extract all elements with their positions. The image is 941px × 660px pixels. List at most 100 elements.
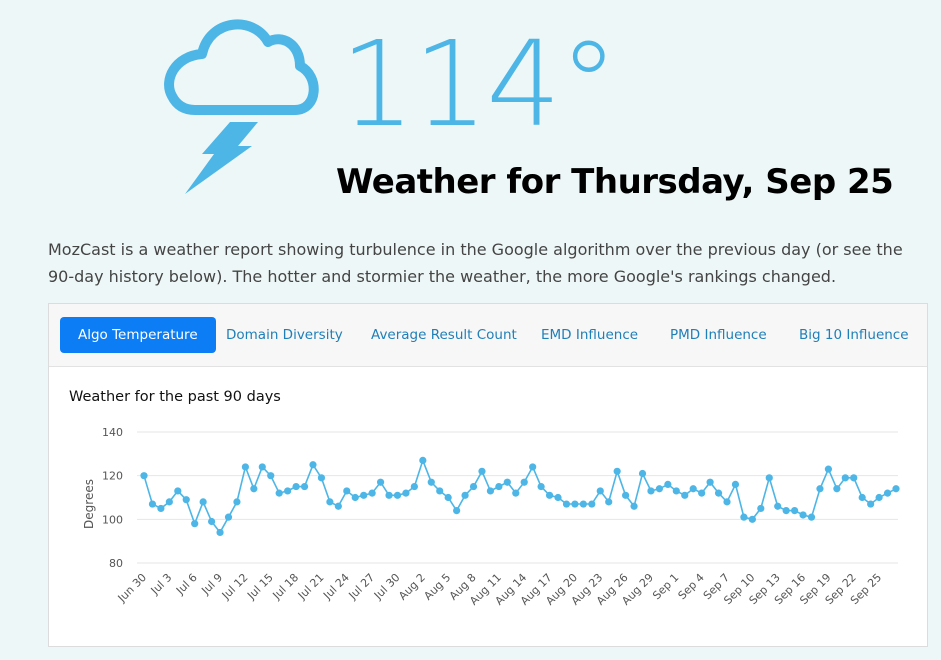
data-point[interactable] — [334, 502, 342, 510]
data-point[interactable] — [419, 456, 427, 464]
data-point[interactable] — [461, 491, 469, 499]
data-point[interactable] — [655, 485, 664, 493]
data-point[interactable] — [850, 474, 858, 482]
data-point[interactable] — [672, 487, 680, 495]
data-point[interactable] — [562, 500, 571, 508]
data-point[interactable] — [503, 478, 511, 486]
data-point[interactable] — [199, 498, 207, 506]
data-point[interactable] — [824, 465, 833, 473]
data-point[interactable] — [782, 507, 790, 515]
tab-big-10-influence[interactable]: Big 10 Influence — [799, 327, 909, 343]
data-point[interactable] — [841, 474, 849, 482]
data-point[interactable] — [182, 496, 190, 504]
data-point[interactable] — [622, 491, 630, 499]
data-point[interactable] — [191, 520, 199, 528]
data-point[interactable] — [689, 485, 697, 493]
series-line — [143, 458, 897, 534]
data-point[interactable] — [360, 491, 368, 499]
data-point[interactable] — [343, 487, 351, 495]
data-point[interactable] — [326, 498, 334, 506]
data-point[interactable] — [140, 472, 148, 480]
data-point[interactable] — [807, 513, 816, 521]
data-point[interactable] — [605, 498, 613, 506]
data-point[interactable] — [723, 498, 731, 506]
data-point[interactable] — [224, 513, 233, 521]
data-point[interactable] — [300, 482, 309, 491]
data-point[interactable] — [148, 500, 157, 508]
data-point[interactable] — [858, 493, 866, 502]
data-point[interactable] — [402, 489, 410, 497]
data-point[interactable] — [892, 485, 900, 493]
data-point[interactable] — [275, 489, 283, 497]
x-tick-label: Jul 24 — [320, 571, 352, 603]
data-point[interactable] — [453, 507, 461, 515]
data-point[interactable] — [867, 500, 875, 508]
data-point[interactable] — [258, 463, 266, 471]
data-point[interactable] — [630, 502, 638, 510]
data-point[interactable] — [579, 500, 587, 508]
y-tick-label: 100 — [102, 513, 123, 526]
data-point[interactable] — [157, 504, 165, 513]
data-point[interactable] — [393, 491, 402, 499]
data-point[interactable] — [512, 489, 520, 497]
data-point[interactable] — [706, 478, 714, 486]
data-point[interactable] — [292, 482, 300, 491]
data-point[interactable] — [486, 487, 495, 495]
data-point[interactable] — [427, 478, 435, 486]
data-point[interactable] — [216, 528, 224, 537]
data-point[interactable] — [385, 491, 393, 499]
data-point[interactable] — [545, 491, 554, 499]
data-point[interactable] — [875, 493, 883, 502]
data-point[interactable] — [681, 491, 689, 499]
tab-average-result-count[interactable]: Average Result Count — [371, 327, 517, 343]
data-point[interactable] — [495, 482, 503, 491]
data-point[interactable] — [765, 474, 773, 482]
data-point[interactable] — [368, 489, 376, 497]
data-point[interactable] — [774, 502, 782, 510]
data-point[interactable] — [410, 482, 418, 491]
data-point[interactable] — [731, 480, 740, 488]
data-point[interactable] — [833, 485, 841, 493]
data-point[interactable] — [740, 513, 748, 521]
data-point[interactable] — [376, 478, 385, 486]
data-point[interactable] — [554, 493, 562, 502]
data-point[interactable] — [436, 487, 444, 495]
data-point[interactable] — [883, 489, 892, 497]
data-point[interactable] — [165, 498, 173, 506]
data-point[interactable] — [351, 493, 359, 502]
data-point[interactable] — [588, 500, 596, 508]
data-point[interactable] — [317, 474, 326, 482]
data-point[interactable] — [748, 515, 756, 523]
data-point[interactable] — [757, 504, 765, 513]
tab-algo-temperature[interactable]: Algo Temperature — [60, 317, 216, 353]
data-point[interactable] — [799, 511, 807, 519]
tab-domain-diversity[interactable]: Domain Diversity — [226, 327, 343, 343]
tab-emd-influence[interactable]: EMD Influence — [541, 327, 639, 343]
tab-pmd-influence[interactable]: PMD Influence — [670, 327, 767, 343]
data-point[interactable] — [233, 498, 241, 506]
data-point[interactable] — [613, 467, 621, 475]
data-point[interactable] — [520, 478, 528, 486]
data-point[interactable] — [816, 485, 824, 493]
data-point[interactable] — [207, 517, 216, 526]
data-point[interactable] — [638, 469, 647, 478]
data-point[interactable] — [309, 461, 317, 469]
data-point[interactable] — [469, 482, 478, 491]
data-point[interactable] — [596, 487, 604, 495]
data-point[interactable] — [698, 489, 706, 497]
data-point[interactable] — [647, 487, 655, 495]
data-point[interactable] — [241, 463, 249, 471]
data-point[interactable] — [174, 487, 182, 495]
chart-grid — [137, 431, 898, 564]
data-point[interactable] — [250, 485, 258, 493]
data-point[interactable] — [267, 472, 275, 480]
data-point[interactable] — [664, 480, 672, 488]
data-point[interactable] — [537, 482, 545, 491]
data-point[interactable] — [714, 489, 723, 497]
data-point[interactable] — [284, 487, 292, 495]
data-point[interactable] — [529, 463, 537, 471]
data-point[interactable] — [571, 500, 579, 508]
data-point[interactable] — [791, 507, 799, 515]
data-point[interactable] — [478, 467, 486, 475]
data-point[interactable] — [444, 493, 452, 502]
